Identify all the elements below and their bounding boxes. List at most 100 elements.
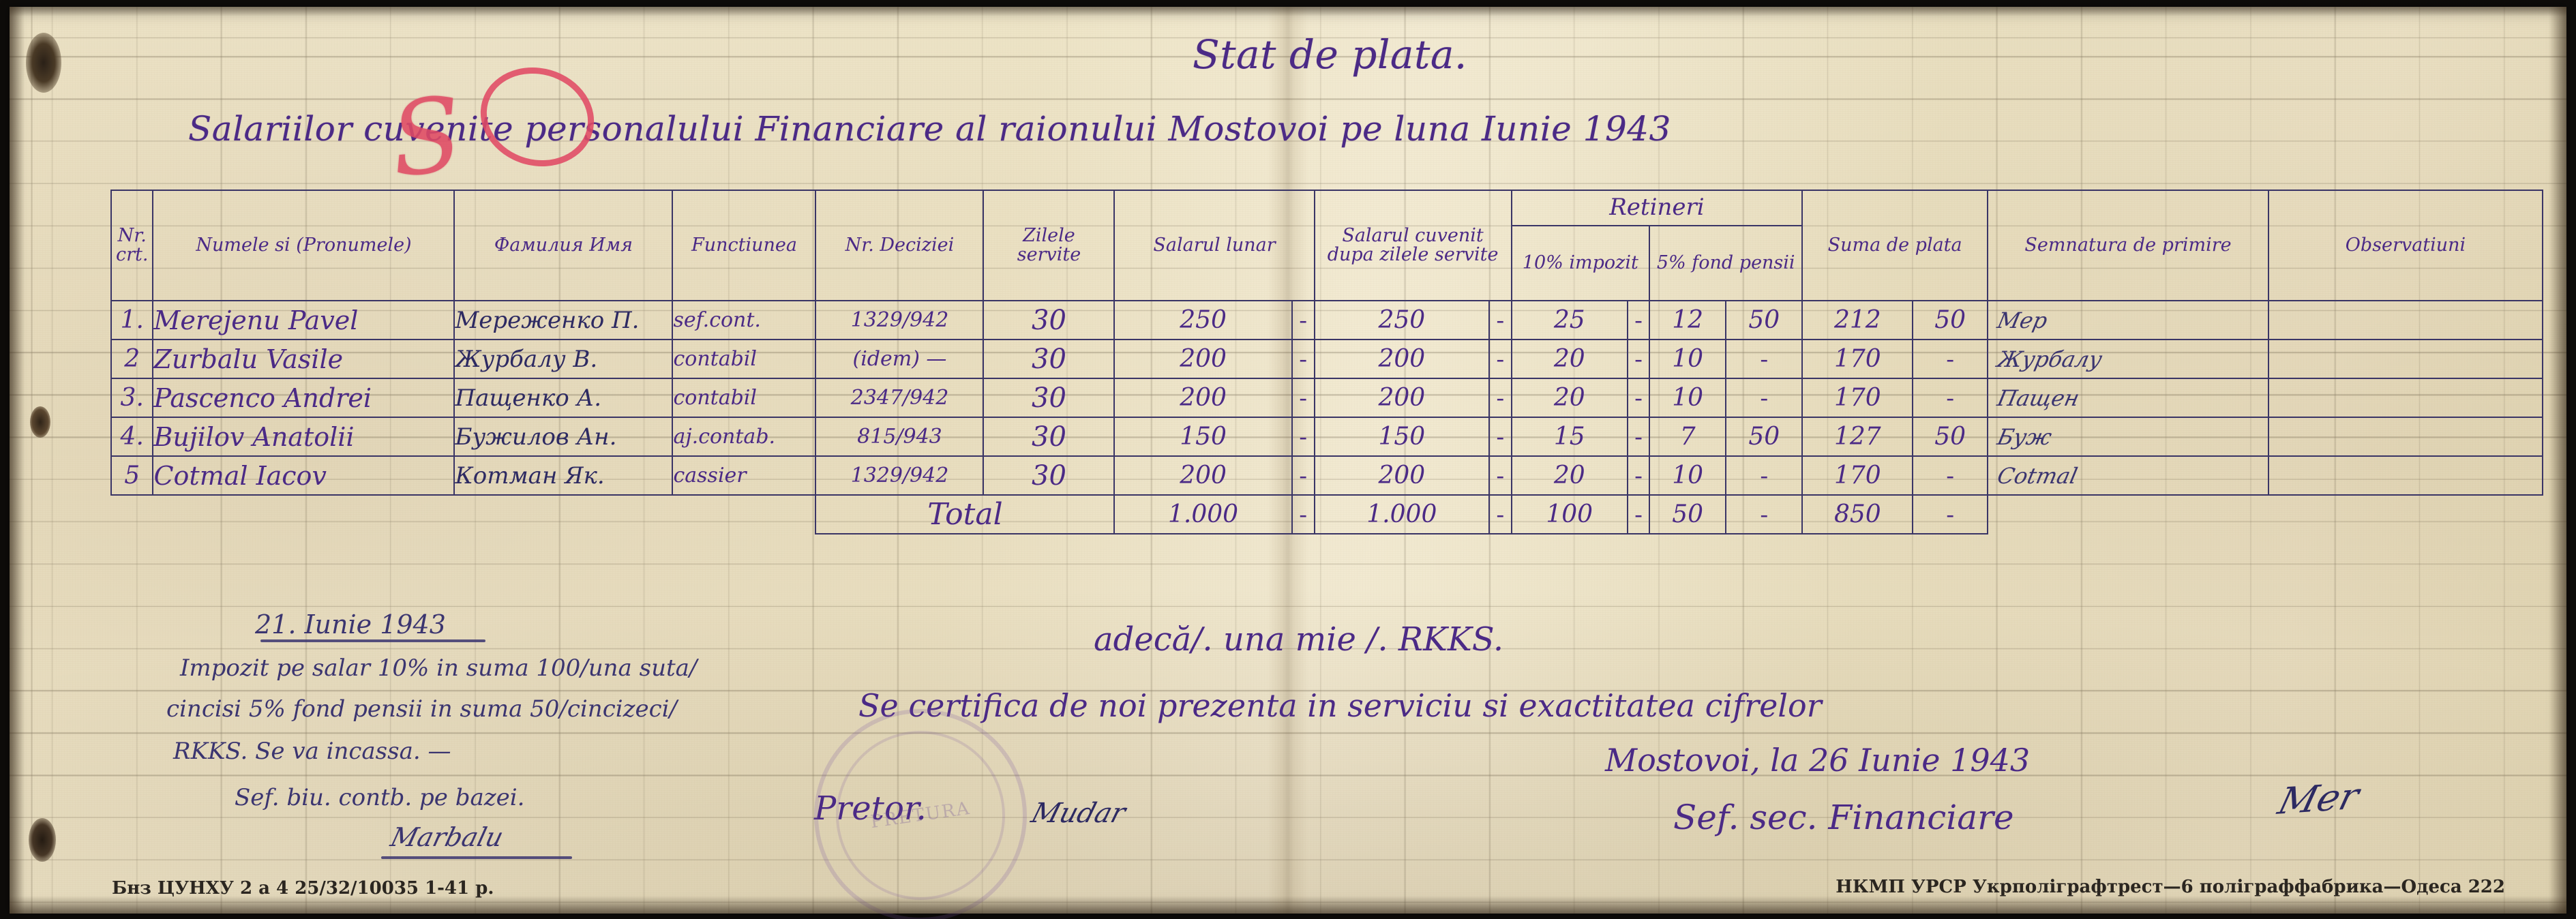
col-decision: Nr. Deciziei [845, 234, 955, 256]
cell-days: 30 [983, 300, 1115, 340]
total-net-bani: - [1912, 494, 1988, 534]
cell-net-bani: 50 [1912, 417, 1988, 457]
total-label: Total [815, 494, 1115, 534]
cell-signature: Мер [1987, 300, 2269, 340]
cell-salary-lei: 150 [1113, 417, 1293, 457]
rkks-note: RKKS. Se va incassa. — [173, 738, 451, 765]
cell-pension-lei: 10 [1649, 378, 1727, 418]
cell-index: 2 [110, 339, 154, 379]
cell-name-ro: Merejenu Pavel [152, 300, 455, 340]
cell-decision: 1329/942 [815, 455, 985, 496]
cell-pension-lei: 10 [1649, 339, 1727, 379]
paper-edge-top [10, 7, 2566, 16]
payroll-table: Nr. crt. Numele si (Pronumele) Фамилия И… [110, 190, 2543, 534]
cell-salary-lei: 200 [1113, 339, 1293, 379]
cell-pension-lei: 12 [1649, 300, 1727, 340]
cell-name-ro: Bujilov Anatolii [152, 417, 455, 457]
col-tax: 10% impozit [1522, 252, 1638, 273]
cell-salary-bani: - [1291, 378, 1315, 418]
table-header: Nr. crt. Numele si (Pronumele) Фамилия И… [110, 190, 2543, 301]
table-body: 1. Merejenu Pavel Мереженко П. sef.cont.… [110, 300, 2543, 534]
cell-days: 30 [983, 455, 1115, 496]
cell-function: contabil [672, 378, 817, 418]
cell-days: 30 [983, 378, 1115, 418]
cell-name-ru: Котман Як. [453, 455, 674, 496]
cell-decision: 1329/942 [815, 300, 985, 340]
signature-mark: Пащен [1994, 385, 2082, 411]
table-row: 4. Bujilov Anatolii Бужилов Ан. aj.conta… [110, 417, 2543, 457]
cell-earned-lei: 150 [1313, 417, 1490, 457]
cell-name-ru: Мереженко П. [453, 300, 674, 340]
cell-function: aj.contab. [672, 417, 817, 457]
page-subtitle: Salariilor cuvenite personalului Financi… [188, 109, 1671, 149]
cell-net-lei: 127 [1801, 417, 1914, 457]
table-row: 5 Cotmal Iacov Котман Як. cassier 1329/9… [110, 455, 2543, 496]
cell-tax-lei: 15 [1510, 417, 1628, 457]
signature-mark: Мер [1994, 307, 2050, 333]
cell-function: sef.cont. [672, 300, 817, 340]
col-function: Functiunea [691, 234, 797, 256]
cell-earned-bani: - [1488, 378, 1512, 418]
cell-salary-bani: - [1291, 417, 1315, 457]
pretor-signature: Mudar [1028, 798, 1129, 829]
cell-observations [2268, 417, 2543, 457]
footer-date: 21. Iunie 1943 [255, 609, 446, 639]
cell-signature: Буж [1987, 417, 2269, 457]
cell-name-ro: Cotmal Iacov [152, 455, 455, 496]
cell-function: contabil [672, 339, 817, 379]
cell-tax-lei: 20 [1510, 455, 1628, 496]
cell-name-ro: Zurbalu Vasile [152, 339, 455, 379]
cell-earned-bani: - [1488, 300, 1512, 340]
cell-tax-bani: - [1626, 417, 1651, 457]
table-row: 3. Pascenco Andrei Пащенко А. contabil 2… [110, 378, 2543, 418]
cell-observations [2268, 378, 2543, 418]
cell-net-bani: - [1912, 339, 1988, 379]
table-total-row: Total 1.000 - 1.000 - 100 - 50 - 850 - [111, 494, 2543, 534]
cell-salary-bani: - [1291, 455, 1315, 496]
cell-tax-lei: 25 [1510, 300, 1628, 340]
cell-earned-lei: 200 [1313, 455, 1490, 496]
pretor-label: Pretor. [814, 789, 927, 828]
cell-pension-bani: - [1725, 455, 1803, 496]
cell-decision: (idem) — [815, 339, 985, 379]
signature-mark: Буж [1994, 423, 2054, 450]
cell-signature: Cotmal [1987, 455, 2269, 496]
cell-pension-lei: 7 [1649, 417, 1727, 457]
cell-pension-bani: - [1725, 378, 1803, 418]
cell-name-ro: Pascenco Andrei [152, 378, 455, 418]
total-earned-lei: 1.000 [1313, 494, 1490, 534]
total-salary-bani: - [1291, 494, 1315, 534]
cell-name-ru: Журбалу В. [453, 339, 674, 379]
col-signature: Semnatura de primire [2024, 234, 2232, 256]
col-observations: Observatiuni [2345, 234, 2466, 256]
paper-stain [26, 33, 61, 93]
amount-in-words: adecă/. una mie /. RKKS. [1094, 620, 1504, 659]
col-days: Zilele servite [1017, 224, 1081, 265]
paper-sheet: Stat de plata. Salariilor cuvenite perso… [10, 7, 2566, 919]
paper-edge-right [2549, 7, 2566, 914]
cell-decision: 2347/942 [815, 378, 985, 418]
cell-net-lei: 170 [1801, 339, 1914, 379]
cell-observations [2268, 339, 2543, 379]
signature-mark: Журбалу [1994, 346, 2105, 372]
cell-decision: 815/943 [815, 417, 985, 457]
total-pension-lei: 50 [1649, 494, 1727, 534]
cell-tax-lei: 20 [1510, 378, 1628, 418]
col-monthly-salary: Salarul lunar [1153, 234, 1276, 256]
cell-index: 3. [110, 378, 154, 418]
cell-tax-bani: - [1626, 378, 1651, 418]
paper-stain [29, 818, 56, 862]
cell-observations [2268, 300, 2543, 340]
cell-net-bani: - [1912, 378, 1988, 418]
col-deductions-group: Retineri [1609, 194, 1705, 222]
finance-chief-signature: Mer [2273, 774, 2364, 823]
cell-salary-lei: 250 [1113, 300, 1293, 340]
total-tax-bani: - [1626, 494, 1651, 534]
cell-days: 30 [983, 417, 1115, 457]
cell-net-lei: 170 [1801, 378, 1914, 418]
cell-net-bani: 50 [1912, 300, 1988, 340]
cell-observations [2268, 455, 2543, 496]
total-pension-bani: - [1725, 494, 1803, 534]
red-annotation-letter: S [385, 75, 468, 200]
